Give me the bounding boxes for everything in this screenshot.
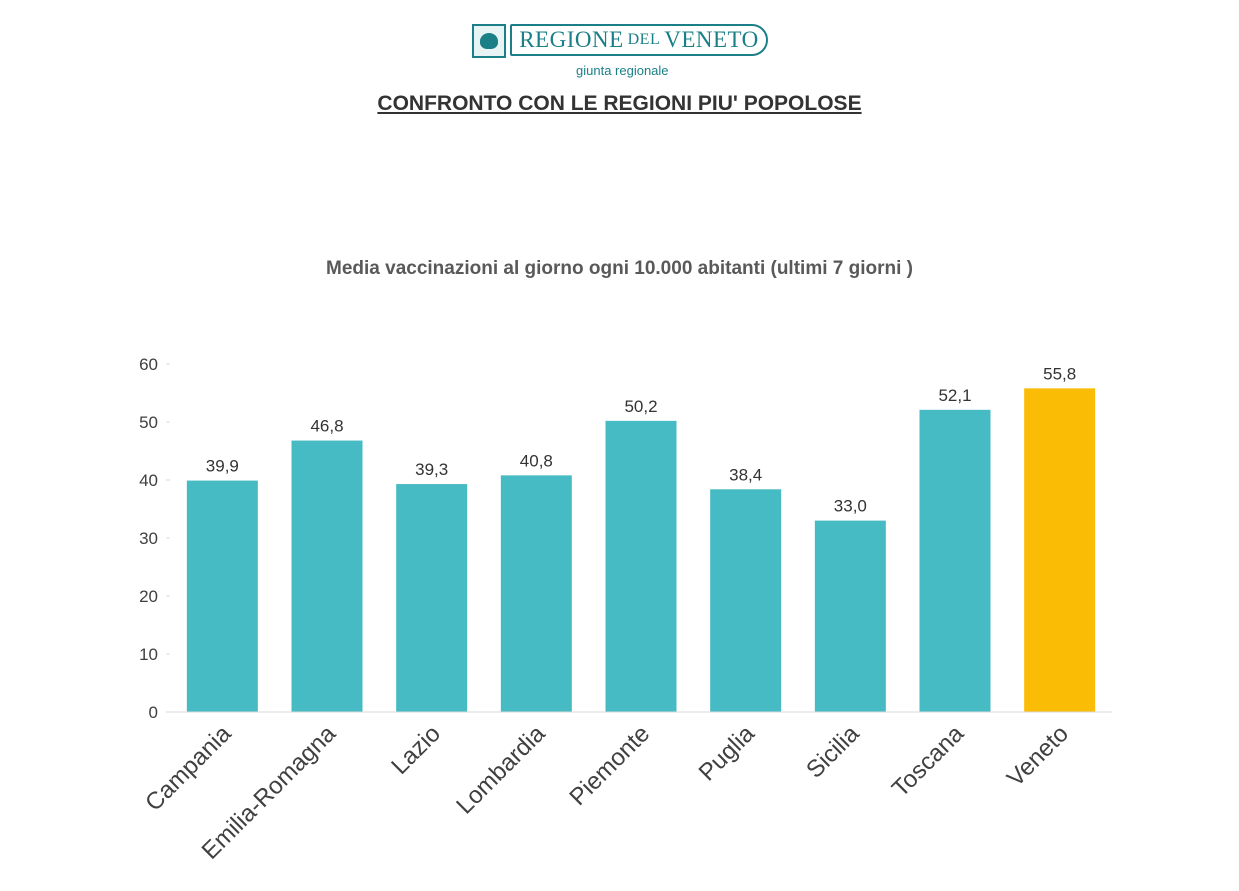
bar	[814, 520, 886, 712]
x-tick-label: Toscana	[887, 720, 970, 803]
regione-veneto-logo: REGIONE DEL VENETO giunta regionale	[472, 24, 772, 80]
logo-nameplate: REGIONE DEL VENETO	[510, 24, 768, 56]
x-tick-label: Piemonte	[564, 720, 655, 811]
x-tick-label: Campania	[140, 720, 237, 817]
bar	[186, 480, 258, 712]
x-tick-label: Veneto	[1002, 720, 1074, 792]
bar	[919, 409, 991, 712]
y-tick-label: 10	[139, 645, 158, 664]
data-label: 50,2	[624, 397, 657, 416]
data-label: 38,4	[729, 465, 762, 484]
bar	[396, 484, 468, 712]
y-tick-label: 30	[139, 529, 158, 548]
chart-title: Media vaccinazioni al giorno ogni 10.000…	[326, 258, 913, 279]
y-tick-label: 0	[149, 703, 158, 722]
y-tick-label: 60	[139, 355, 158, 374]
y-tick-label: 20	[139, 587, 158, 606]
data-label: 46,8	[310, 417, 343, 436]
logo-subtitle: giunta regionale	[576, 63, 669, 78]
bar	[500, 475, 572, 712]
x-tick-label: Lombardia	[451, 720, 551, 820]
bar	[1024, 388, 1096, 712]
lion-emblem-icon	[472, 24, 506, 58]
data-label: 33,0	[834, 497, 867, 516]
x-tick-label: Sicilia	[801, 720, 865, 784]
y-tick-label: 50	[139, 413, 158, 432]
data-label: 52,1	[938, 386, 971, 405]
x-tick-label: Lazio	[386, 720, 446, 780]
bar	[710, 489, 782, 712]
data-label: 40,8	[520, 451, 553, 470]
logo-name-regione: REGIONE	[519, 27, 624, 52]
y-tick-label: 40	[139, 471, 158, 490]
logo-name-del: DEL	[627, 31, 661, 48]
data-label: 39,3	[415, 460, 448, 479]
bar	[605, 420, 677, 712]
x-tick-label: Puglia	[694, 720, 761, 787]
page-title: CONFRONTO CON LE REGIONI PIU' POPOLOSE	[377, 92, 862, 115]
logo-name-veneto: VENETO	[664, 27, 759, 52]
bar	[291, 440, 363, 712]
data-label: 55,8	[1043, 364, 1076, 383]
data-label: 39,9	[206, 457, 239, 476]
